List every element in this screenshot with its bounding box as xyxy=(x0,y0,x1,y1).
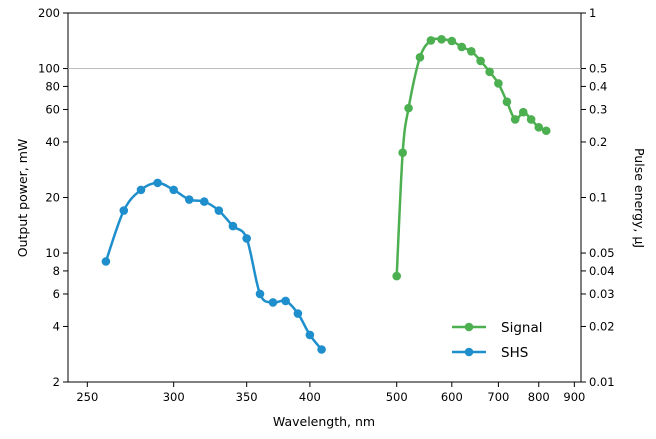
data-point-shs xyxy=(184,195,194,204)
data-point-shs xyxy=(169,185,178,195)
data-point-signal xyxy=(426,36,436,45)
data-point-signal xyxy=(534,123,544,132)
legend: Signal SHS xyxy=(452,320,542,361)
data-point-signal xyxy=(541,126,551,136)
y-axis-left: 2 4 6 8 10 20 40 60 80 100 200 xyxy=(38,6,68,389)
y-tick-label: 200 xyxy=(38,6,60,20)
series-layer xyxy=(101,35,551,354)
data-point-shs xyxy=(255,289,265,299)
x-axis: 250 300 350 400 500 600 700 800 900 xyxy=(76,382,585,404)
data-point-signal xyxy=(485,67,494,77)
y2-tick-label: 0.4 xyxy=(589,79,607,93)
data-point-shs xyxy=(305,330,315,340)
x-tick-label: 400 xyxy=(299,390,321,404)
y-tick-label: 6 xyxy=(53,287,60,301)
legend-label-shs: SHS xyxy=(501,345,528,361)
y-tick-label: 4 xyxy=(53,319,60,333)
data-point-signal xyxy=(392,271,401,281)
x-tick-label: 500 xyxy=(386,390,408,404)
x-axis-title: Wavelength, nm xyxy=(273,414,375,429)
y2-tick-label: 1 xyxy=(589,6,596,20)
data-point-signal xyxy=(404,103,413,113)
y2-tick-label: 0.01 xyxy=(589,375,615,389)
data-point-signal xyxy=(437,35,446,44)
y2-tick-label: 0.3 xyxy=(589,102,607,116)
data-point-signal xyxy=(518,107,528,117)
x-tick-label: 350 xyxy=(236,390,258,404)
data-point-signal xyxy=(457,42,467,52)
data-point-shs xyxy=(101,257,111,266)
x-tick-label: 700 xyxy=(487,390,509,404)
y-tick-label: 2 xyxy=(53,375,60,389)
data-point-shs xyxy=(228,221,238,231)
y-tick-label: 8 xyxy=(53,264,60,278)
data-point-signal xyxy=(476,56,485,66)
data-point-shs xyxy=(214,206,224,215)
y2-tick-label: 0.05 xyxy=(589,246,615,260)
y-axis-title: Output power, mW xyxy=(15,139,30,258)
x-tick-label: 900 xyxy=(563,390,585,404)
y2-tick-label: 0.1 xyxy=(589,191,607,205)
data-point-signal xyxy=(502,97,512,107)
data-point-shs xyxy=(136,185,146,195)
y2-tick-label: 0.04 xyxy=(589,264,615,278)
data-point-signal xyxy=(415,53,425,62)
data-point-signal xyxy=(447,36,457,46)
data-point-signal xyxy=(510,115,520,124)
data-point-signal xyxy=(398,148,407,157)
data-point-shs xyxy=(293,309,303,318)
y-tick-label: 40 xyxy=(45,135,60,149)
x-tick-label: 250 xyxy=(76,390,98,404)
x-tick-label: 300 xyxy=(163,390,185,404)
y2-tick-label: 0.5 xyxy=(589,62,607,76)
series-line-shs xyxy=(104,181,323,351)
y2-tick-label: 0.02 xyxy=(589,319,615,333)
y2-tick-label: 0.2 xyxy=(589,135,607,149)
data-point-shs xyxy=(317,345,326,354)
data-point-shs xyxy=(281,296,290,306)
y-tick-label: 80 xyxy=(45,79,60,93)
data-point-shs xyxy=(119,206,129,215)
y2-tick-label: 0.03 xyxy=(589,287,615,301)
series-line-signal xyxy=(395,37,547,277)
legend-label-signal: Signal xyxy=(501,320,542,336)
data-point-shs xyxy=(199,197,209,206)
data-point-signal xyxy=(467,47,476,56)
x-tick-label: 800 xyxy=(528,390,550,404)
data-point-signal xyxy=(526,115,536,124)
y2-axis-title: Pulse energy, µJ xyxy=(632,148,647,248)
data-point-shs xyxy=(153,178,162,188)
y-axis-right: 0.01 0.02 0.03 0.04 0.05 0.1 0.2 0.3 0.4 0.5 1 xyxy=(581,6,615,389)
data-point-signal xyxy=(494,79,503,88)
y-tick-label: 10 xyxy=(45,246,60,260)
y-tick-label: 100 xyxy=(38,62,60,76)
data-point-shs xyxy=(242,234,251,243)
y-tick-label: 20 xyxy=(45,191,60,205)
legend-marker-signal xyxy=(464,322,474,332)
data-point-shs xyxy=(268,298,278,307)
y-tick-label: 60 xyxy=(45,102,60,116)
legend-marker-shs xyxy=(464,347,474,357)
x-tick-label: 600 xyxy=(441,390,463,404)
